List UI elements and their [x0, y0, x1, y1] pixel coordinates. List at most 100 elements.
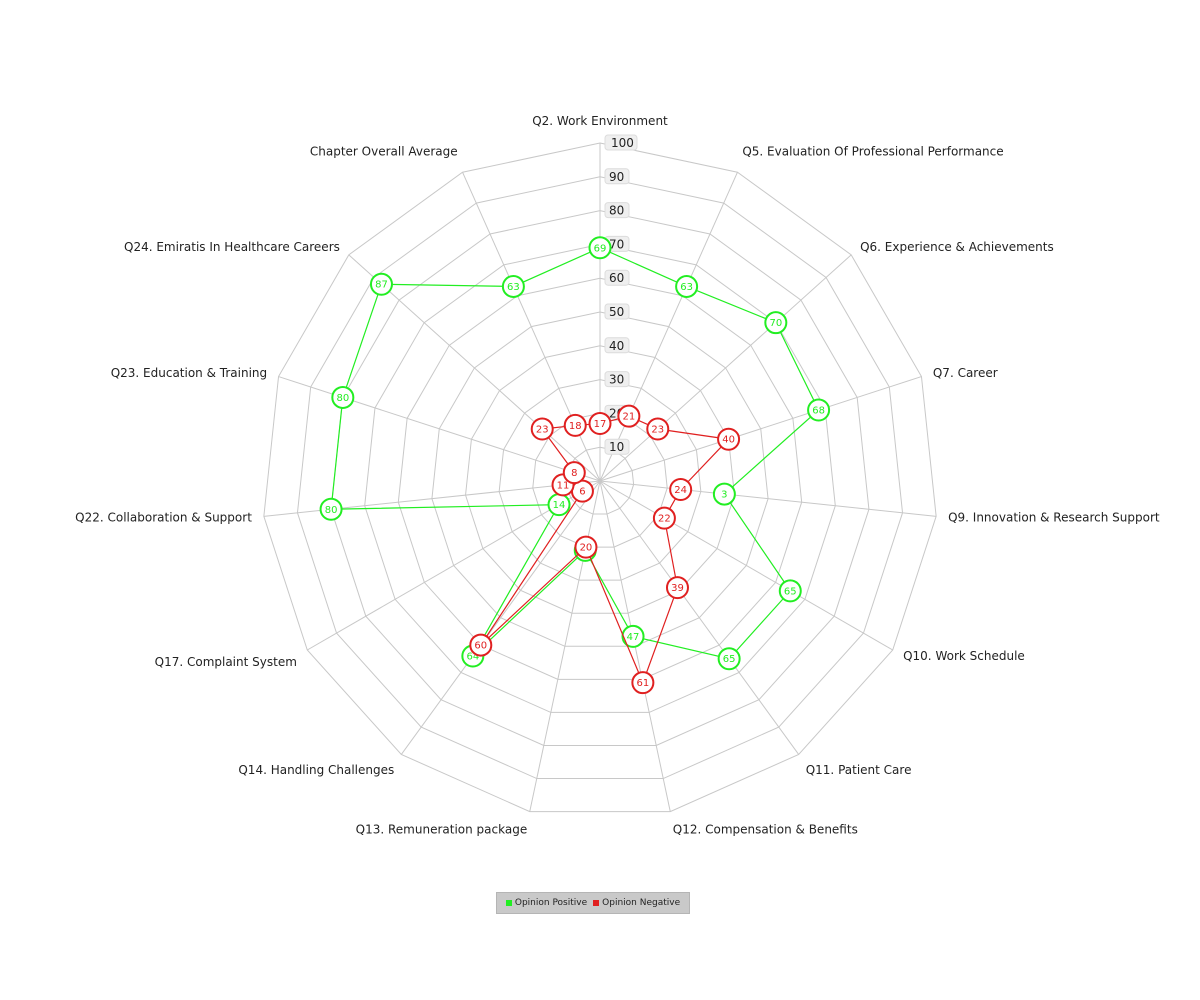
tick-10: 10 [604, 438, 630, 455]
data-label: 80 [325, 505, 338, 516]
data-point[interactable]: 24 [669, 477, 693, 501]
axis-label-14: Q24. Emiratis In Healthcare Careers [124, 240, 340, 254]
axis-label-8: Q12. Compensation & Benefits [673, 822, 858, 836]
data-label: 24 [674, 485, 687, 496]
axis-label-5: Q9. Innovation & Research Support [948, 511, 1160, 525]
data-label: 80 [336, 393, 349, 404]
data-point-marker [675, 274, 699, 298]
data-point-marker [562, 461, 586, 485]
legend-item-positive[interactable]: Opinion Positive [505, 898, 587, 908]
legend-item-negative[interactable]: Opinion Negative [593, 898, 680, 908]
data-label: 17 [594, 419, 607, 430]
tick-label-40: 40 [609, 339, 624, 353]
tick-label-30: 30 [609, 373, 624, 387]
data-point[interactable]: 63 [501, 274, 525, 298]
data-point[interactable]: 18 [563, 413, 587, 437]
data-label: 6 [579, 487, 585, 498]
axis-label-7: Q11. Patient Care [806, 763, 912, 777]
data-point[interactable]: 80 [331, 385, 355, 409]
grid-ring-100 [263, 142, 937, 813]
tick-label-60: 60 [609, 271, 624, 285]
spoke-3 [599, 254, 852, 482]
tick-label-80: 80 [609, 204, 624, 218]
grid-ring-60 [397, 277, 803, 680]
data-point[interactable]: 23 [646, 417, 670, 441]
data-point[interactable]: 8 [562, 461, 586, 485]
spoke-14 [348, 254, 601, 482]
axis-label-4: Q7. Career [933, 366, 998, 380]
data-label: 23 [536, 424, 549, 435]
data-point-marker [665, 576, 689, 600]
data-label: 8 [571, 468, 577, 479]
data-point[interactable]: 47 [621, 624, 645, 648]
data-point[interactable]: 14 [547, 493, 571, 517]
data-point-marker [574, 535, 598, 559]
data-point[interactable]: 87 [369, 272, 393, 296]
data-point[interactable]: 21 [617, 404, 641, 428]
data-label: 20 [580, 543, 593, 554]
data-point[interactable]: 3 [712, 482, 736, 506]
spoke-10 [400, 480, 601, 755]
legend-swatch-positive [505, 900, 512, 906]
spoke-5 [599, 480, 937, 517]
tick-50: 50 [604, 303, 630, 320]
data-point[interactable]: 17 [588, 412, 612, 436]
tick-box-90 [604, 168, 630, 185]
tick-box-10 [604, 438, 630, 455]
legend-label-negative: Opinion Negative [602, 898, 681, 908]
tick-30: 30 [604, 371, 630, 388]
series-layer: 6963706836565472164148080876317212340242… [319, 236, 831, 695]
data-point[interactable]: 70 [764, 311, 788, 335]
data-point[interactable]: 20 [574, 535, 598, 559]
grid-ring-40 [465, 345, 735, 614]
data-point-marker [617, 404, 641, 428]
data-point[interactable]: 63 [675, 274, 699, 298]
data-point-marker [369, 272, 393, 296]
data-label: 40 [722, 435, 735, 446]
axis-label-10: Q14. Handling Challenges [238, 763, 394, 777]
data-point-marker [631, 671, 655, 695]
data-point-marker [588, 236, 612, 260]
data-label: 63 [680, 282, 693, 293]
data-point[interactable]: 61 [631, 671, 655, 695]
data-point[interactable]: 40 [717, 427, 741, 451]
data-label: 3 [721, 490, 727, 501]
data-point[interactable]: 39 [665, 576, 689, 600]
axis-label-13: Q23. Education & Training [111, 366, 267, 380]
data-label: 65 [784, 586, 797, 597]
grid-ring-20 [532, 412, 668, 548]
spoke-4 [599, 376, 922, 482]
axis-label-1: Q2. Work Environment [532, 114, 668, 128]
data-point[interactable]: 22 [652, 506, 676, 530]
data-label: 11 [557, 480, 570, 491]
grid-ring-80 [330, 210, 870, 746]
data-point[interactable]: 69 [588, 236, 612, 260]
data-point-marker [319, 497, 343, 521]
data-point-marker [621, 624, 645, 648]
tick-100: 100 [604, 134, 638, 151]
data-point-marker [530, 417, 554, 441]
tick-box-50 [604, 303, 630, 320]
spoke-2 [599, 172, 738, 482]
data-point[interactable]: 68 [807, 398, 831, 422]
tick-box-30 [604, 371, 630, 388]
data-point[interactable]: 65 [717, 647, 741, 671]
tick-90: 90 [604, 168, 630, 185]
data-point[interactable]: 60 [469, 633, 493, 657]
tick-box-100 [604, 134, 638, 151]
axis-label-15: Chapter Overall Average [310, 144, 458, 158]
data-label: 23 [651, 424, 664, 435]
data-point[interactable]: 80 [319, 497, 343, 521]
data-point-marker [669, 477, 693, 501]
tick-label-90: 90 [609, 170, 624, 184]
series-opinion-negative: 17 21 23 40 24 22 39 61 20 60 6 118 23 18 [469, 404, 741, 695]
data-point[interactable]: 23 [530, 417, 554, 441]
data-point-marker [807, 398, 831, 422]
data-point-marker [717, 427, 741, 451]
data-label: 61 [637, 678, 650, 689]
data-point[interactable]: 65 [778, 579, 802, 603]
data-label: 68 [812, 405, 825, 416]
data-label: 63 [507, 282, 520, 293]
